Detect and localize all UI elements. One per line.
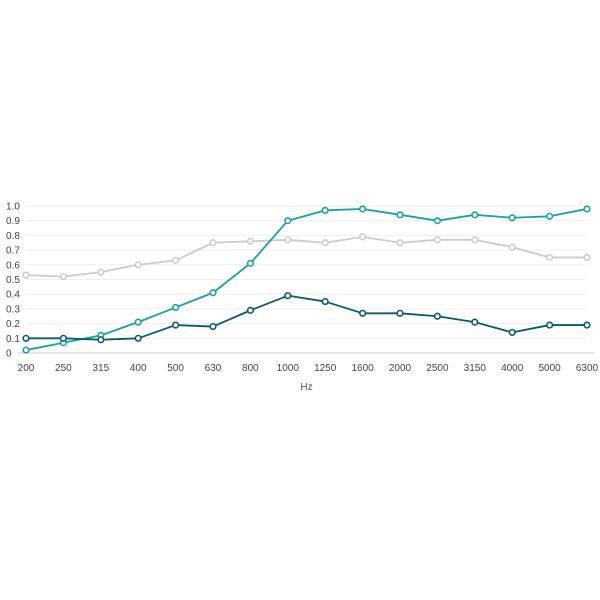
- x-tick-label: 4000: [501, 363, 524, 374]
- data-point: [209, 322, 217, 331]
- data-point: [321, 297, 329, 306]
- x-tick-label: 315: [92, 363, 109, 374]
- data-point: [471, 211, 479, 219]
- y-tick-label: 0.2: [6, 319, 20, 330]
- x-tick-label: 200: [18, 363, 35, 374]
- data-point: [396, 239, 404, 247]
- data-point: [134, 334, 142, 342]
- y-tick-label: 0.9: [6, 216, 20, 227]
- data-point: [359, 205, 367, 213]
- y-tick-label: 0.8: [6, 231, 20, 242]
- data-point: [172, 321, 180, 329]
- x-axis-ticks: 200 250 315 400 500 630 800 1000 1250 1600 2000 250…: [18, 363, 599, 374]
- data-point: [433, 236, 442, 244]
- data-point: [545, 253, 554, 262]
- data-point: [284, 292, 292, 300]
- x-tick-label: 2500: [426, 363, 449, 374]
- data-point: [583, 253, 591, 262]
- data-point: [209, 239, 217, 247]
- x-tick-label: 6300: [576, 363, 599, 374]
- series-lines: [22, 205, 591, 354]
- data-point: [396, 211, 404, 219]
- data-point: [59, 272, 68, 281]
- data-point: [359, 309, 367, 317]
- data-point: [134, 261, 142, 269]
- series-3: [22, 292, 591, 344]
- data-point: [583, 321, 591, 329]
- data-point: [246, 259, 254, 267]
- data-point: [284, 236, 292, 244]
- data-point: [321, 206, 329, 215]
- y-tick-label: 0.5: [6, 275, 20, 286]
- data-point: [508, 214, 516, 222]
- x-tick-label: 500: [167, 363, 184, 374]
- data-point: [321, 239, 329, 247]
- data-point: [59, 334, 68, 342]
- data-point: [433, 217, 442, 225]
- x-tick-label: 400: [130, 363, 147, 374]
- data-point: [246, 306, 254, 314]
- y-tick-label: 0.1: [6, 334, 20, 345]
- x-axis-title: Hz: [300, 382, 312, 393]
- data-point: [284, 217, 292, 225]
- data-point: [545, 212, 554, 220]
- x-tick-label: 1000: [277, 363, 300, 374]
- y-tick-label: 0.7: [6, 246, 20, 257]
- data-point: [97, 336, 105, 344]
- data-point: [471, 318, 479, 326]
- data-point: [508, 243, 516, 251]
- data-point: [396, 309, 404, 317]
- x-tick-label: 3150: [464, 363, 487, 374]
- y-tick-label: 0.3: [6, 304, 20, 315]
- data-point: [22, 346, 30, 354]
- x-tick-label: 250: [55, 363, 72, 374]
- x-tick-label: 800: [242, 363, 259, 374]
- data-point: [97, 268, 105, 276]
- data-point: [433, 312, 442, 320]
- y-tick-label: 0.6: [6, 260, 20, 271]
- x-tick-label: 630: [205, 363, 222, 374]
- y-tick-label: 1.0: [6, 202, 20, 213]
- data-point: [246, 237, 254, 245]
- data-point: [134, 318, 142, 326]
- data-point: [172, 303, 180, 312]
- data-point: [508, 328, 516, 337]
- data-point: [22, 334, 30, 342]
- series-2: [22, 205, 591, 354]
- series-line: [25, 235, 587, 278]
- data-point: [471, 236, 479, 244]
- x-tick-label: 2000: [389, 363, 412, 374]
- data-point: [172, 256, 180, 264]
- grid-lines: [26, 205, 587, 339]
- y-tick-label: 0.4: [6, 290, 20, 301]
- x-tick-label: 5000: [538, 363, 561, 374]
- series-line: [26, 294, 587, 341]
- x-tick-label: 1600: [351, 363, 374, 374]
- series-line: [25, 208, 588, 351]
- x-tick-label: 1250: [314, 363, 337, 374]
- series-1: [22, 233, 591, 281]
- data-point: [22, 271, 30, 279]
- data-point: [583, 205, 591, 213]
- data-point: [209, 289, 217, 297]
- data-point: [545, 321, 554, 329]
- data-point: [359, 233, 367, 241]
- y-tick-label: 0: [6, 349, 12, 360]
- y-axis-ticks: 0 0.1 0.2 0.3 0.4 0.5 0.6 0.7 0.8 0.9 1.0: [6, 202, 20, 360]
